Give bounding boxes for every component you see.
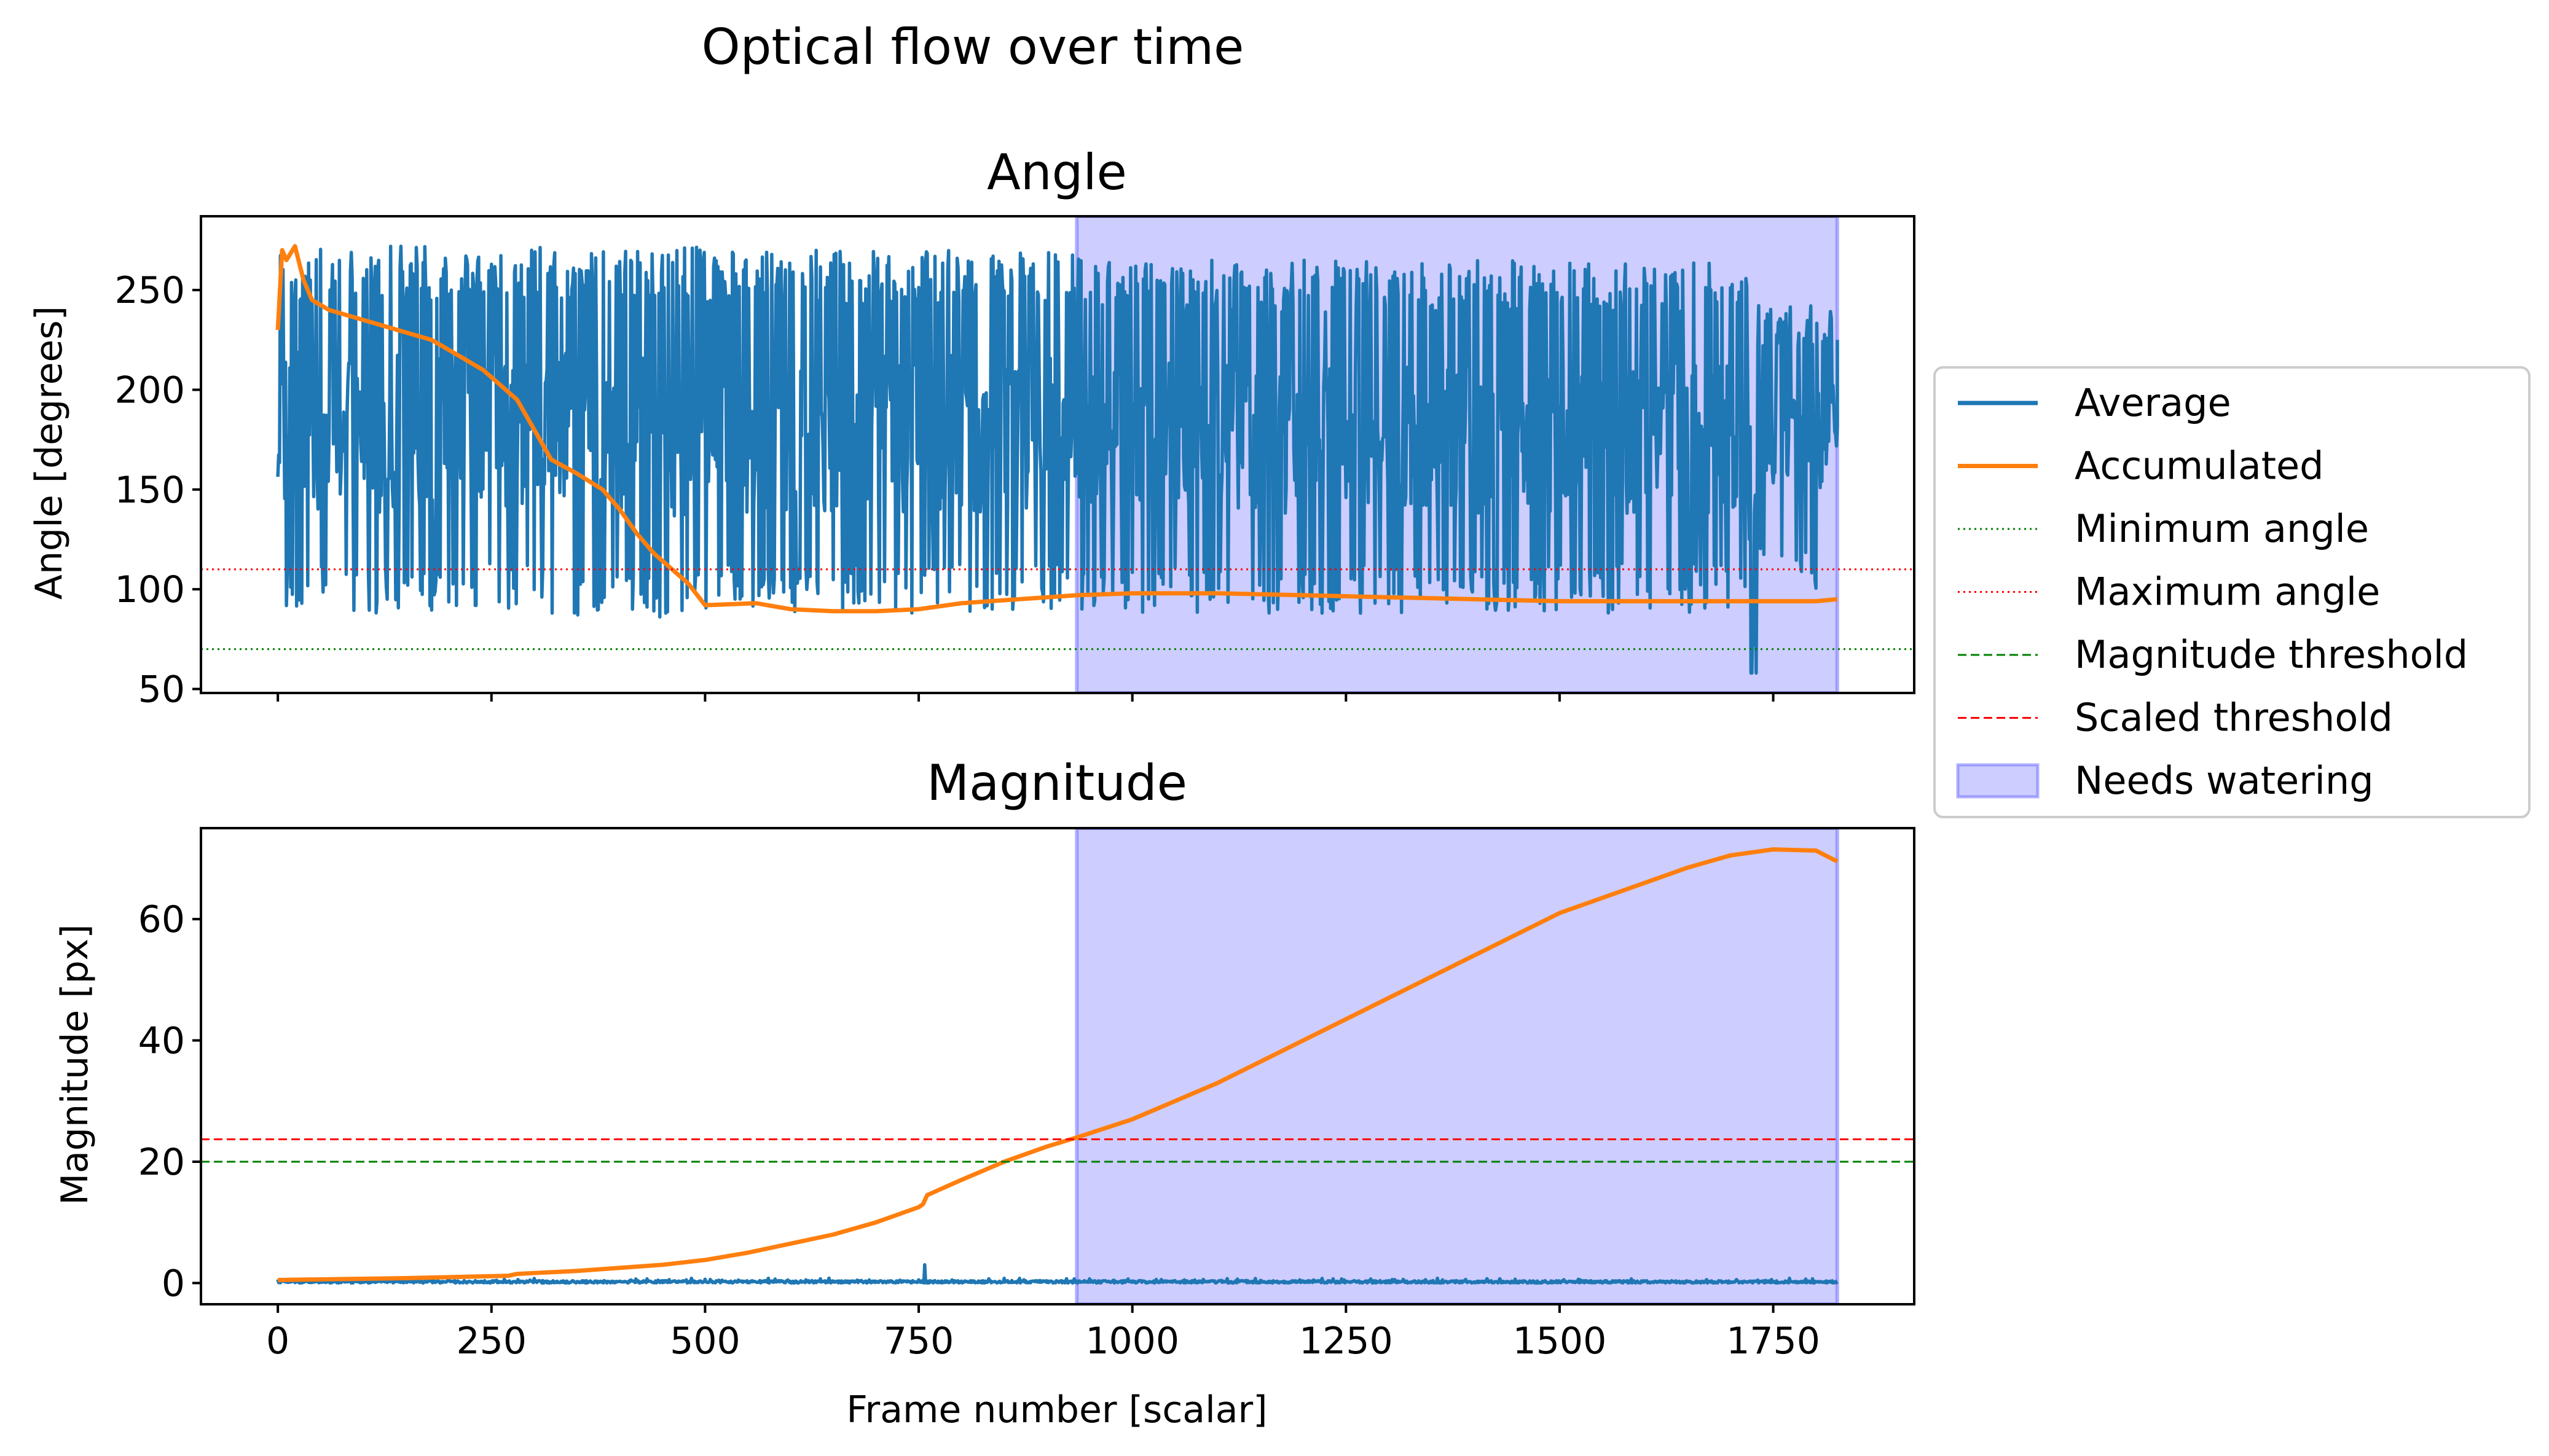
angle-plot-area — [201, 216, 1914, 693]
angle-y-tick-label: 100 — [114, 568, 185, 611]
angle-series-average — [276, 245, 1839, 675]
angle-series-accumulated — [275, 244, 1838, 614]
legend: Average Accumulated Minimum angle Maximum a… — [1933, 366, 2531, 818]
magnitude-y-tick-label: 20 — [138, 1141, 185, 1184]
magnitude-x-tick-label: 1500 — [1513, 1320, 1607, 1363]
magnitude-x-tick-label: 250 — [457, 1320, 527, 1363]
magnitude-series-average — [276, 1263, 1839, 1285]
magnitude-x-tick-label: 750 — [884, 1320, 954, 1363]
angle-axes: Angle Angle [degrees] 50 100 150 200 250 — [28, 144, 1915, 711]
angle-y-axis-label: Angle [degrees] — [28, 306, 71, 600]
legend-label-magnitude_threshold: Magnitude threshold — [2075, 632, 2468, 677]
angle-y-tick-label: 200 — [114, 369, 185, 412]
legend-label-accumulated: Accumulated — [2075, 444, 2324, 488]
magnitude-y-tick-label: 40 — [138, 1020, 185, 1063]
legend-label-max_angle: Maximum angle — [2075, 569, 2380, 614]
magnitude-y-axis-label: Magnitude [px] — [53, 924, 96, 1205]
legend-label-scaled_threshold: Scaled threshold — [2075, 695, 2393, 740]
magnitude-x-tick-label: 1250 — [1299, 1320, 1393, 1363]
magnitude-axes-frame — [200, 827, 1915, 1305]
magnitude-axes: Magnitude Magnitude [px] Frame number [s… — [53, 754, 1915, 1431]
angle-y-tick-label: 150 — [114, 469, 185, 512]
magnitude-y-tick-label: 0 — [162, 1262, 185, 1305]
magnitude-plot-area — [201, 828, 1914, 1304]
legend-label-needs_watering: Needs watering — [2075, 758, 2374, 803]
angle-y-tick-label: 250 — [114, 269, 185, 312]
legend-swatch-needs_watering — [1956, 763, 2040, 799]
angle-y-tick-label: 50 — [138, 668, 185, 711]
legend-label-average: Average — [2075, 380, 2231, 425]
magnitude-ticks: 0 250 500 750 1000 1250 1500 1750 0 20 40 60 — [138, 898, 1820, 1363]
legend-label-min_angle: Minimum angle — [2075, 506, 2369, 551]
magnitude-plot-title: Magnitude — [927, 754, 1187, 812]
magnitude-x-tick-label: 1000 — [1085, 1320, 1179, 1363]
angle-plot-title: Angle — [987, 144, 1127, 201]
magnitude-y-tick-label: 60 — [138, 898, 185, 941]
angle-axes-frame — [200, 215, 1915, 694]
figure-title: Optical flow over time — [702, 18, 1244, 76]
magnitude-needs-watering-span — [1075, 828, 1839, 1304]
magnitude-x-tick-label: 1750 — [1726, 1320, 1820, 1363]
x-axis-label: Frame number [scalar] — [846, 1388, 1267, 1431]
magnitude-x-tick-label: 500 — [670, 1320, 740, 1363]
legend-frame — [1933, 366, 2531, 818]
angle-ticks: 50 100 150 200 250 — [114, 269, 1775, 711]
magnitude-series-accumulated — [278, 847, 1839, 1282]
magnitude-x-tick-label: 0 — [266, 1320, 289, 1363]
